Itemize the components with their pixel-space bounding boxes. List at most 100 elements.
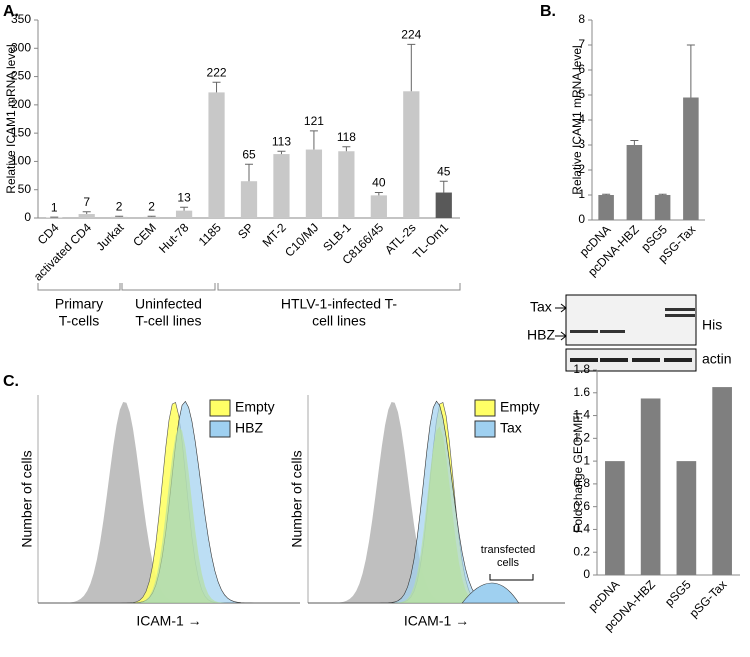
- y-tick-label: 0: [578, 212, 585, 226]
- error-bar: [147, 215, 156, 217]
- x-tick-label: TL-Om1: [410, 220, 451, 261]
- error-bar: [115, 215, 124, 217]
- group-label: cell lines: [312, 313, 366, 329]
- y-tick-label: 7: [578, 37, 585, 51]
- bar: [143, 216, 160, 218]
- x-tick-label: pSG5: [662, 577, 694, 609]
- hist-x-label: ICAM-1 →: [404, 613, 469, 629]
- actin-band: [570, 358, 598, 362]
- y-tick-label: 1.4: [573, 408, 590, 422]
- value-label: 2: [116, 199, 123, 213]
- value-label: 113: [272, 134, 291, 148]
- y-tick-label: 5: [578, 87, 585, 101]
- group-label: Primary: [55, 296, 103, 312]
- error-bar: [245, 163, 253, 182]
- actin-band: [600, 358, 628, 362]
- legend-swatch: [474, 399, 496, 417]
- y-axis-label: Relative ICAM1 mRNA level: [4, 44, 18, 193]
- y-tick-label: 1: [578, 187, 585, 201]
- y-tick-label: 1.2: [573, 431, 590, 445]
- group-bracket: [217, 283, 461, 291]
- legend-label: Empty: [500, 399, 540, 415]
- error-bar: [82, 211, 91, 215]
- bar: [676, 461, 697, 575]
- blot-band: [600, 330, 625, 333]
- value-label: 224: [401, 27, 421, 41]
- y-axis-label: Fold change GEO-MFI: [571, 412, 585, 533]
- bar: [403, 91, 420, 218]
- value-label: 65: [242, 147, 256, 161]
- bar: [273, 154, 290, 218]
- y-tick-label: 0: [24, 210, 31, 224]
- error-bar: [439, 180, 448, 193]
- hist-y-label: Number of cells: [289, 450, 305, 547]
- panel-label: C.: [3, 373, 19, 390]
- bar: [654, 195, 671, 220]
- y-tick-label: 50: [18, 182, 32, 196]
- hist-overlap: [38, 426, 300, 603]
- error-bar: [407, 43, 416, 92]
- error-bar: [602, 193, 611, 195]
- y-axis-label: Relative ICAM1 mRNA level: [570, 45, 584, 194]
- y-tick-label: 350: [11, 12, 31, 26]
- y-tick-label: 150: [11, 125, 31, 139]
- blot-label: actin: [702, 351, 732, 367]
- error-bar: [277, 150, 286, 155]
- bar: [683, 97, 699, 220]
- blot-label: Tax: [530, 299, 552, 315]
- x-tick-label: pSG-Tax: [687, 577, 730, 620]
- bar: [175, 210, 193, 218]
- hist-control: [38, 401, 300, 603]
- hist-y-label: Number of cells: [19, 450, 35, 547]
- y-tick-label: 1: [583, 453, 590, 467]
- annotation: cells: [497, 557, 520, 569]
- value-label: 13: [177, 190, 191, 204]
- annotation: transfected: [481, 544, 535, 556]
- group-label: T-cell lines: [135, 313, 201, 329]
- bar: [626, 145, 643, 220]
- group-bracket: [121, 283, 216, 291]
- y-tick-label: 100: [11, 154, 31, 168]
- y-tick-label: 0.4: [573, 522, 590, 536]
- actin-band: [632, 358, 660, 362]
- y-tick-label: 200: [11, 97, 31, 111]
- y-tick-label: 3: [578, 137, 585, 151]
- legend-label: HBZ: [235, 420, 263, 436]
- blot-band: [665, 308, 695, 311]
- error-bar: [686, 44, 695, 98]
- y-tick-label: 0: [583, 567, 590, 581]
- legend-swatch: [474, 420, 496, 438]
- bar: [208, 92, 225, 218]
- arrow: [555, 331, 567, 341]
- y-tick-label: 2: [578, 162, 585, 176]
- bar: [598, 195, 614, 220]
- bar: [46, 217, 63, 218]
- x-tick-label: CEM: [130, 220, 159, 249]
- y-tick-label: 6: [578, 62, 585, 76]
- bar: [605, 461, 625, 575]
- group-label: T-cells: [59, 313, 99, 329]
- hist-overlap: [308, 426, 565, 603]
- blot-actin: [565, 348, 697, 372]
- error-bar: [212, 81, 221, 93]
- bar: [240, 181, 258, 218]
- y-tick-label: 250: [11, 69, 31, 83]
- x-tick-label: Jurkat: [94, 220, 127, 253]
- x-tick-label: MT-2: [260, 220, 289, 249]
- legend-swatch: [209, 399, 231, 417]
- x-tick-label: C10/MJ: [282, 220, 321, 259]
- error-bar: [342, 146, 351, 152]
- bar: [78, 214, 95, 218]
- panel-label: B.: [540, 3, 556, 20]
- legend-label: Empty: [235, 399, 275, 415]
- blot-label: His: [702, 317, 722, 333]
- x-tick-label: CD4: [35, 220, 62, 247]
- bar: [370, 195, 387, 218]
- bar: [305, 149, 323, 218]
- bar: [712, 387, 732, 575]
- hist-tail: [461, 582, 520, 604]
- y-tick-label: 8: [578, 12, 585, 26]
- bar: [338, 151, 355, 218]
- value-label: 45: [437, 164, 451, 178]
